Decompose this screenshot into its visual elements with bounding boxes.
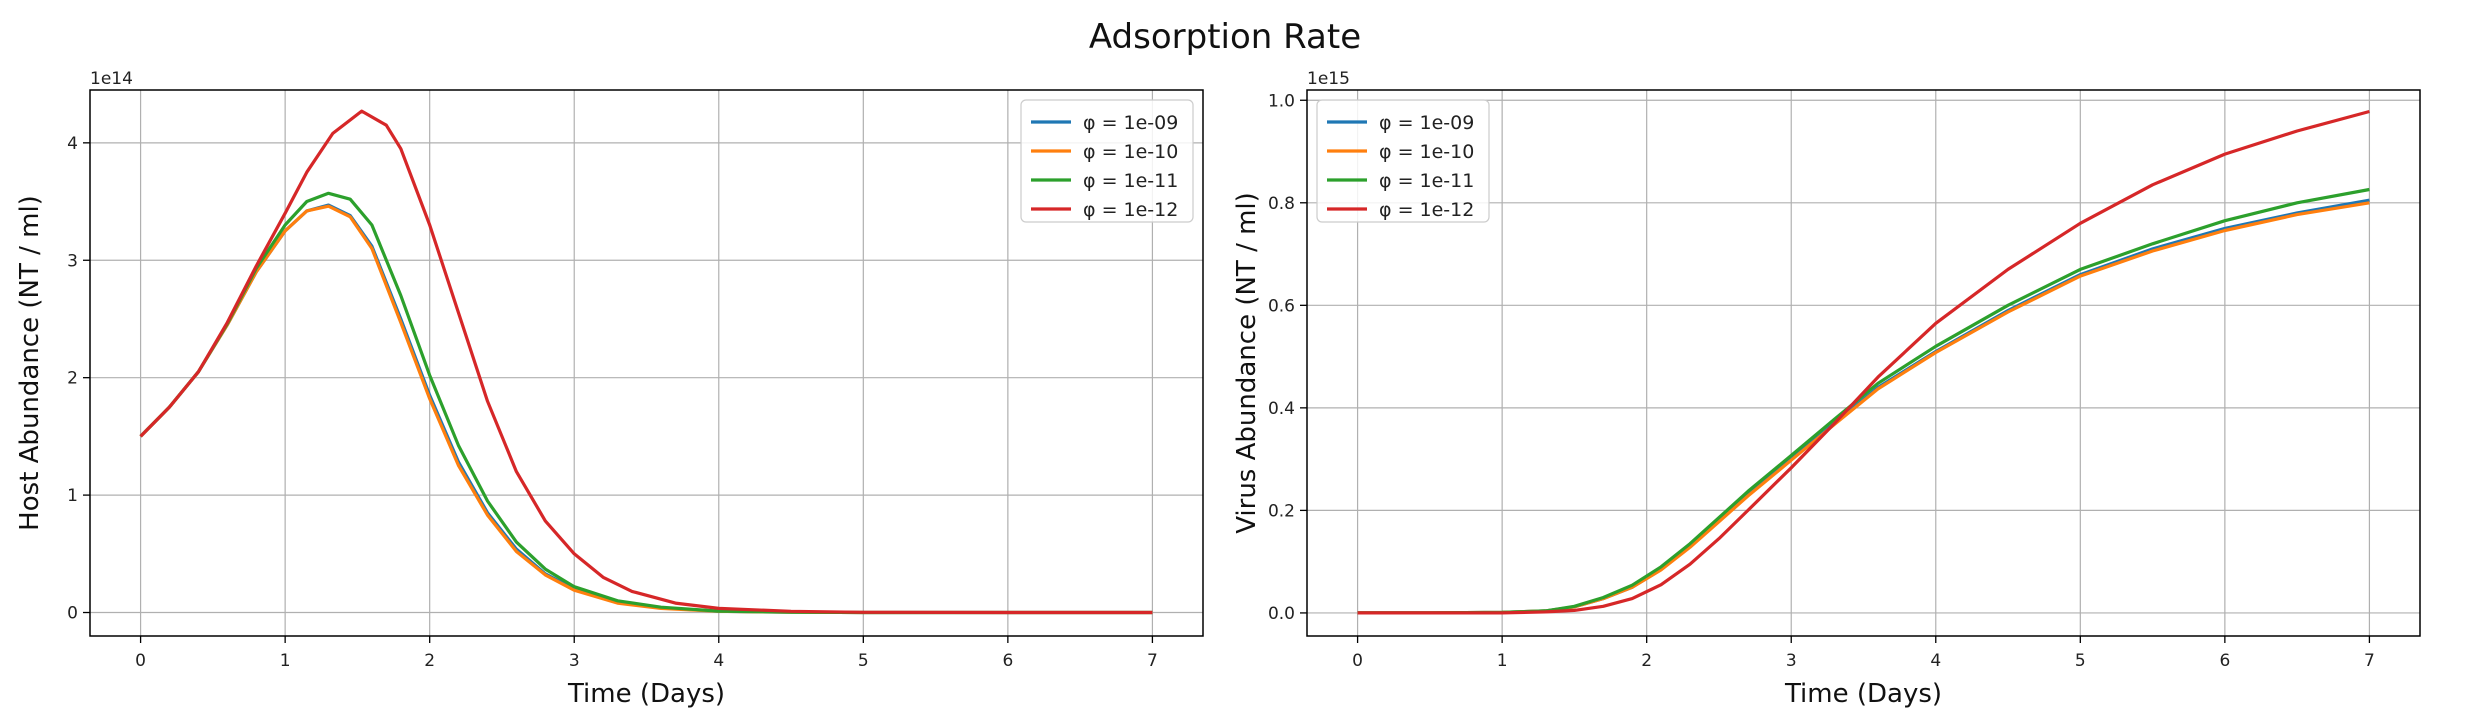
y-tick-label: 0 — [67, 604, 78, 624]
series-line-3 — [1357, 109, 2370, 615]
axes-frame — [1306, 89, 2421, 637]
legend-label: φ = 1e-10 — [1083, 141, 1178, 163]
legend-label: φ = 1e-11 — [1083, 170, 1178, 192]
x-tick-label: 2 — [1641, 651, 1652, 671]
x-tick-label: 7 — [1147, 651, 1158, 671]
y-tick-label: 0.6 — [1268, 296, 1295, 316]
y-axis-label: Host Abundance (NT / ml) — [15, 195, 45, 531]
x-axis-label: Time (Days) — [567, 679, 725, 709]
x-tick-label: 4 — [1930, 651, 1941, 671]
legend-box — [1316, 99, 1490, 223]
y-axis-label: Virus Abundance (NT / ml) — [1232, 192, 1262, 534]
series-line-2 — [1357, 187, 2370, 615]
series-line-0 — [1357, 198, 2370, 615]
x-axis-label: Time (Days) — [1784, 679, 1942, 709]
series-line-0 — [139, 203, 1153, 615]
series-line-3 — [139, 109, 1153, 615]
y-tick-label: 0.2 — [1268, 501, 1295, 521]
legend-box — [1020, 99, 1194, 223]
series-line-1 — [139, 204, 1153, 615]
x-tick-label: 3 — [1786, 651, 1797, 671]
axes-frame — [89, 89, 1204, 637]
x-tick-label: 1 — [1497, 651, 1508, 671]
y-tick-label: 4 — [67, 134, 78, 154]
y-tick-label: 3 — [67, 251, 78, 271]
virus-abundance-chart: 0 1 2 3 4 5 6 7 0.0 0.2 0.4 0.6 0.8 1.0 1e15 Time (Days… — [1232, 69, 2421, 709]
x-tick-label: 5 — [2075, 651, 2086, 671]
legend-label: φ = 1e-12 — [1379, 199, 1474, 221]
legend-label: φ = 1e-10 — [1379, 141, 1474, 163]
x-tick-label: 2 — [424, 651, 435, 671]
legend-label: φ = 1e-12 — [1083, 199, 1178, 221]
x-tick-label: 0 — [1352, 651, 1363, 671]
y-offset-text: 1e15 — [1307, 69, 1350, 89]
legend: φ = 1e-09 φ = 1e-10 φ = 1e-11 φ = 1e-12 — [1020, 99, 1194, 223]
figure-title: Adsorption Rate — [1089, 17, 1361, 57]
x-tick-label: 4 — [713, 651, 724, 671]
series-line-2 — [139, 191, 1153, 615]
x-tick-label: 7 — [2364, 651, 2375, 671]
y-tick-label: 1.0 — [1268, 91, 1295, 111]
x-tick-label: 1 — [280, 651, 291, 671]
host-abundance-chart: 0 1 2 3 4 5 6 7 0 1 2 3 4 1e14 Time (Days) Host Abundan… — [15, 69, 1204, 709]
y-tick-label: 1 — [67, 486, 78, 506]
x-tick-label: 5 — [858, 651, 869, 671]
y-tick-label: 0.8 — [1268, 194, 1295, 214]
legend-label: φ = 1e-09 — [1379, 112, 1474, 134]
x-tick-label: 6 — [1002, 651, 1013, 671]
y-tick-label: 0.0 — [1268, 604, 1295, 624]
legend: φ = 1e-09 φ = 1e-10 φ = 1e-11 φ = 1e-12 — [1316, 99, 1490, 223]
legend-label: φ = 1e-11 — [1379, 170, 1474, 192]
x-tick-label: 6 — [2219, 651, 2230, 671]
x-tick-label: 3 — [569, 651, 580, 671]
y-tick-label: 0.4 — [1268, 399, 1295, 419]
x-tick-label: 0 — [135, 651, 146, 671]
legend-label: φ = 1e-09 — [1083, 112, 1178, 134]
y-tick-label: 2 — [67, 369, 78, 389]
y-offset-text: 1e14 — [90, 69, 133, 89]
